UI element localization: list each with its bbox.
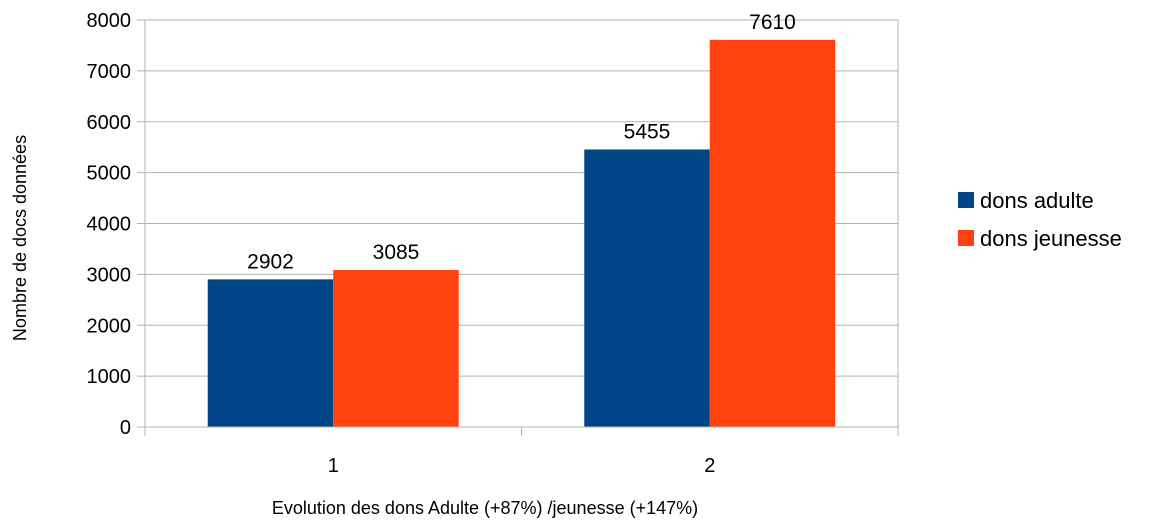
data-label: 2902 xyxy=(247,250,294,273)
x-tick-label: 2 xyxy=(704,455,715,477)
y-tick-label: 8000 xyxy=(87,10,132,32)
bar xyxy=(333,270,459,427)
bar xyxy=(584,149,710,427)
data-labels: 2902 3085 5455 7610 xyxy=(247,11,796,274)
y-tick-label: 7000 xyxy=(87,61,132,83)
bars xyxy=(207,39,836,428)
y-tick-label: 2000 xyxy=(87,315,132,337)
y-tick-label: 5000 xyxy=(87,163,132,185)
bar xyxy=(207,279,334,427)
data-label: 7610 xyxy=(749,11,796,34)
bar xyxy=(709,39,836,428)
y-tick-labels: 0 1000 2000 3000 4000 5000 6000 7000 8000 xyxy=(87,10,132,439)
y-tick-label: 4000 xyxy=(87,214,132,236)
y-tick-label: 6000 xyxy=(87,112,132,134)
y-tick-label: 1000 xyxy=(87,366,132,388)
legend: dons adulte dons jeunesse xyxy=(958,188,1122,251)
data-label: 5455 xyxy=(624,120,671,143)
axes xyxy=(137,19,899,436)
y-tick-label: 0 xyxy=(120,417,131,439)
x-tick-label: 1 xyxy=(328,455,339,477)
x-axis-title: Evolution des dons Adulte (+87%) /jeunes… xyxy=(272,498,698,518)
legend-label: dons jeunesse xyxy=(980,226,1122,251)
legend-label: dons adulte xyxy=(980,188,1094,213)
y-axis-title: Nombre de docs données xyxy=(10,135,30,341)
legend-swatch xyxy=(958,230,974,246)
legend-swatch xyxy=(958,192,974,208)
y-tick-label: 3000 xyxy=(87,264,132,286)
data-label: 3085 xyxy=(373,241,420,264)
